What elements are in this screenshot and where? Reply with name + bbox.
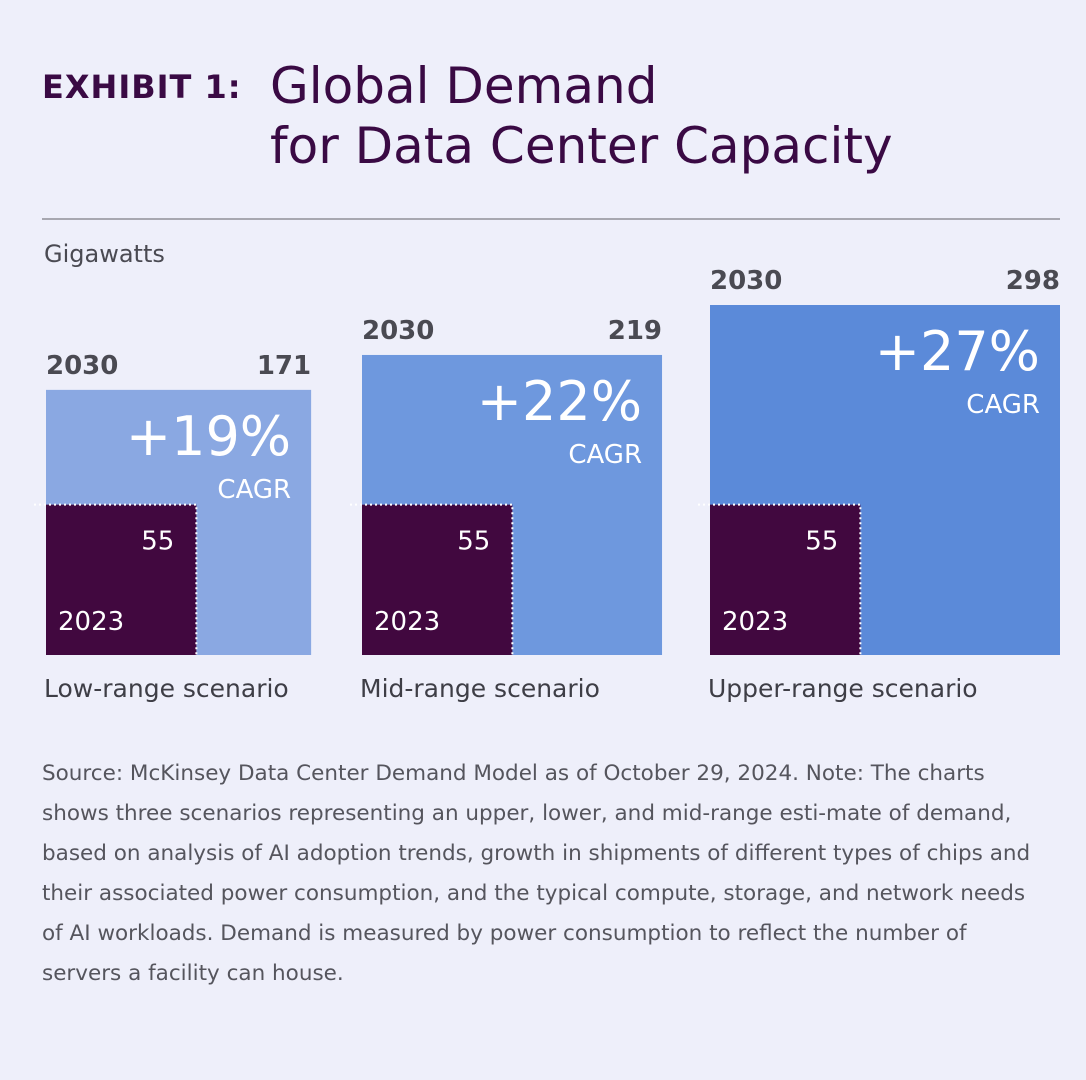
year-2023-label-2: 2023	[722, 607, 788, 637]
year-2023-label-1: 2023	[374, 607, 440, 637]
value-2023-label-2: 55	[805, 527, 838, 557]
year-2030-label-0: 2030	[46, 351, 118, 381]
title-divider	[42, 218, 1060, 220]
year-2023-label-0: 2023	[58, 607, 124, 637]
bar-2023-0	[46, 504, 197, 655]
cagr-label-1: CAGR	[568, 440, 642, 470]
value-2030-label-1: 219	[608, 316, 662, 346]
unit-label: Gigawatts	[44, 240, 165, 268]
cagr-label-0: CAGR	[217, 475, 291, 505]
exhibit-label: EXHIBIT 1:	[42, 68, 242, 106]
chart-title-line-1: Global Demand	[270, 57, 658, 115]
chart-title: Global Demand for Data Center Capacity	[270, 56, 893, 176]
year-2030-label-2: 2030	[710, 266, 782, 296]
bar-2023-1	[362, 504, 513, 655]
cagr-value-2: +27%	[875, 320, 1040, 383]
value-2023-label-1: 55	[457, 527, 490, 557]
value-2023-label-0: 55	[141, 527, 174, 557]
scenario-label-0: Low-range scenario	[44, 674, 289, 703]
scenario-label-1: Mid-range scenario	[360, 674, 600, 703]
scenario-chart: 2030 171 +19% CAGR 55 2023 Low-range scenario 2…	[34, 266, 1060, 703]
bar-2023-2	[710, 504, 861, 655]
source-note: Source: McKinsey Data Center Demand Mode…	[42, 761, 1031, 986]
value-2030-label-2: 298	[1006, 266, 1060, 296]
cagr-value-1: +22%	[477, 370, 642, 433]
scenario-label-2: Upper-range scenario	[708, 674, 978, 703]
cagr-value-0: +19%	[126, 405, 291, 468]
cagr-label-2: CAGR	[966, 390, 1040, 420]
value-2030-label-0: 171	[257, 351, 311, 381]
chart-title-line-2: for Data Center Capacity	[270, 117, 893, 175]
year-2030-label-1: 2030	[362, 316, 434, 346]
